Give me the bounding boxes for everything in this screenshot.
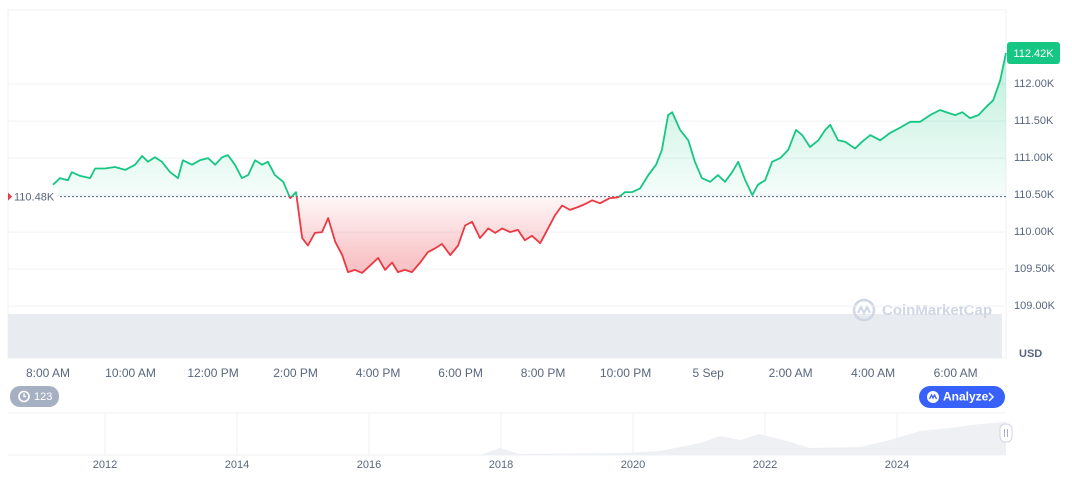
analyze-button[interactable] xyxy=(919,386,1005,408)
x-tick-label: 5 Sep xyxy=(692,366,724,380)
x-tick-label: 4:00 AM xyxy=(851,366,895,380)
y-tick-label: 112.00K xyxy=(1014,78,1055,90)
y-tick-label: 109.50K xyxy=(1014,263,1056,275)
history-count[interactable]: 123 xyxy=(34,391,52,403)
price-line xyxy=(52,52,1007,274)
x-tick-label: 12:00 PM xyxy=(187,366,238,380)
y-tick-label: 110.50K xyxy=(1014,189,1055,201)
navigator-year: 2018 xyxy=(489,459,513,471)
currency-label: USD xyxy=(1019,348,1042,360)
history-badge[interactable] xyxy=(10,386,59,407)
baseline-label-bg xyxy=(12,188,58,205)
navigator-year: 2024 xyxy=(885,459,909,471)
navigator-year: 2022 xyxy=(753,459,777,471)
x-tick-label: 8:00 AM xyxy=(26,366,70,380)
baseline-marker xyxy=(8,192,12,201)
x-tick-label: 8:00 PM xyxy=(521,366,566,380)
analyze-label[interactable]: Analyze xyxy=(943,390,989,404)
volume-strip xyxy=(8,314,1002,358)
x-tick-label: 10:00 PM xyxy=(600,366,651,380)
watermark: CoinMarketCap xyxy=(882,302,992,319)
navigator xyxy=(8,412,1013,456)
navigator-year: 2020 xyxy=(621,459,645,471)
navigator-year: 2016 xyxy=(357,459,381,471)
x-tick-label: 6:00 PM xyxy=(438,366,483,380)
y-tick-label: 110.00K xyxy=(1014,226,1055,238)
x-tick-label: 2:00 PM xyxy=(273,366,318,380)
last-price-tag xyxy=(1007,41,1060,64)
baseline-label: 110.48K xyxy=(14,191,55,203)
price-area xyxy=(53,52,1006,273)
y-tick-label: 109.00K xyxy=(1014,300,1056,312)
navigator-year: 2014 xyxy=(225,459,249,471)
x-tick-label: 10:00 AM xyxy=(105,366,156,380)
x-tick-label: 4:00 PM xyxy=(356,366,401,380)
navigator-year: 2012 xyxy=(93,459,117,471)
y-tick-label: 111.00K xyxy=(1014,152,1054,164)
watermark-logo xyxy=(852,298,876,322)
last-price-label: 112.42K xyxy=(1013,48,1054,60)
y-tick-label: 111.50K xyxy=(1014,115,1054,127)
x-tick-label: 6:00 AM xyxy=(934,366,978,380)
x-tick-label: 2:00 AM xyxy=(769,366,813,380)
